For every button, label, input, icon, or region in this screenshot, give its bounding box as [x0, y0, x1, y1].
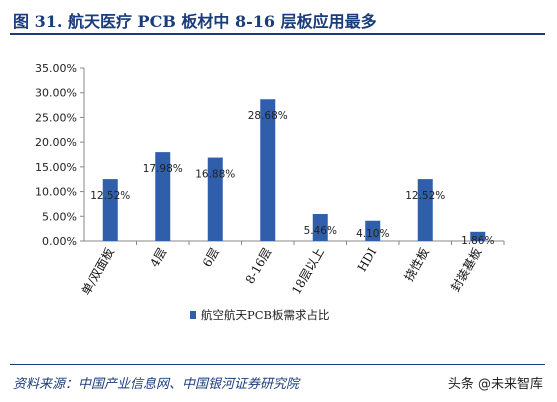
y-tick-label: 15.00%: [35, 161, 77, 174]
bar: [155, 152, 171, 241]
source-divider: [10, 364, 545, 365]
category-label: 18层以上: [289, 246, 327, 297]
chart-canvas: 0.00% 5.00% 10.00% 15.00% 20.00% 25.00% 30.00%…: [35, 62, 505, 322]
bar: [260, 99, 276, 241]
category-label: 8-16层: [243, 246, 275, 287]
data-label: 28.68%: [248, 110, 288, 122]
data-label: 12.52%: [405, 190, 445, 202]
data-label: 1.86%: [461, 235, 494, 247]
legend-label: 航空航天PCB板需求占比: [201, 308, 330, 322]
category-label: 封装基板: [448, 246, 484, 295]
y-tick-label: 35.00%: [35, 62, 77, 75]
y-tick-label: 5.00%: [42, 210, 77, 223]
category-label: 4层: [147, 246, 169, 270]
figure-title: 图 31. 航天医疗 PCB 板材中 8-16 层板应用最多: [13, 12, 377, 31]
category-label: 6层: [200, 246, 222, 270]
source-note: 资料来源：中国产业信息网、中国银河证券研究院: [13, 377, 300, 392]
y-tick-label: 30.00%: [35, 87, 77, 100]
y-tick-label: 25.00%: [35, 111, 77, 124]
y-tick-label: 20.00%: [35, 136, 77, 149]
category-label: 挠性板: [402, 246, 432, 284]
bar: [207, 157, 223, 241]
bar: [312, 214, 328, 241]
title-divider: [10, 33, 545, 35]
data-label: 12.52%: [90, 190, 130, 202]
data-label: 17.98%: [143, 163, 183, 175]
data-label: 5.46%: [304, 225, 337, 237]
data-label: 16.88%: [195, 169, 235, 181]
category-label: HDI: [355, 245, 380, 274]
bar: [365, 220, 381, 241]
legend-swatch: [190, 311, 196, 319]
watermark: 头条 @未来智库: [447, 377, 543, 392]
y-tick-label: 0.00%: [42, 235, 77, 248]
bar-chart: 0.00% 5.00% 10.00% 15.00% 20.00% 25.00% 30.00%…: [10, 40, 545, 350]
y-tick-label: 10.00%: [35, 186, 77, 199]
category-label: 单/双面板: [79, 246, 117, 298]
bar: [470, 231, 486, 241]
bar: [417, 179, 433, 241]
data-label: 4.10%: [356, 228, 389, 240]
bar: [102, 179, 118, 241]
